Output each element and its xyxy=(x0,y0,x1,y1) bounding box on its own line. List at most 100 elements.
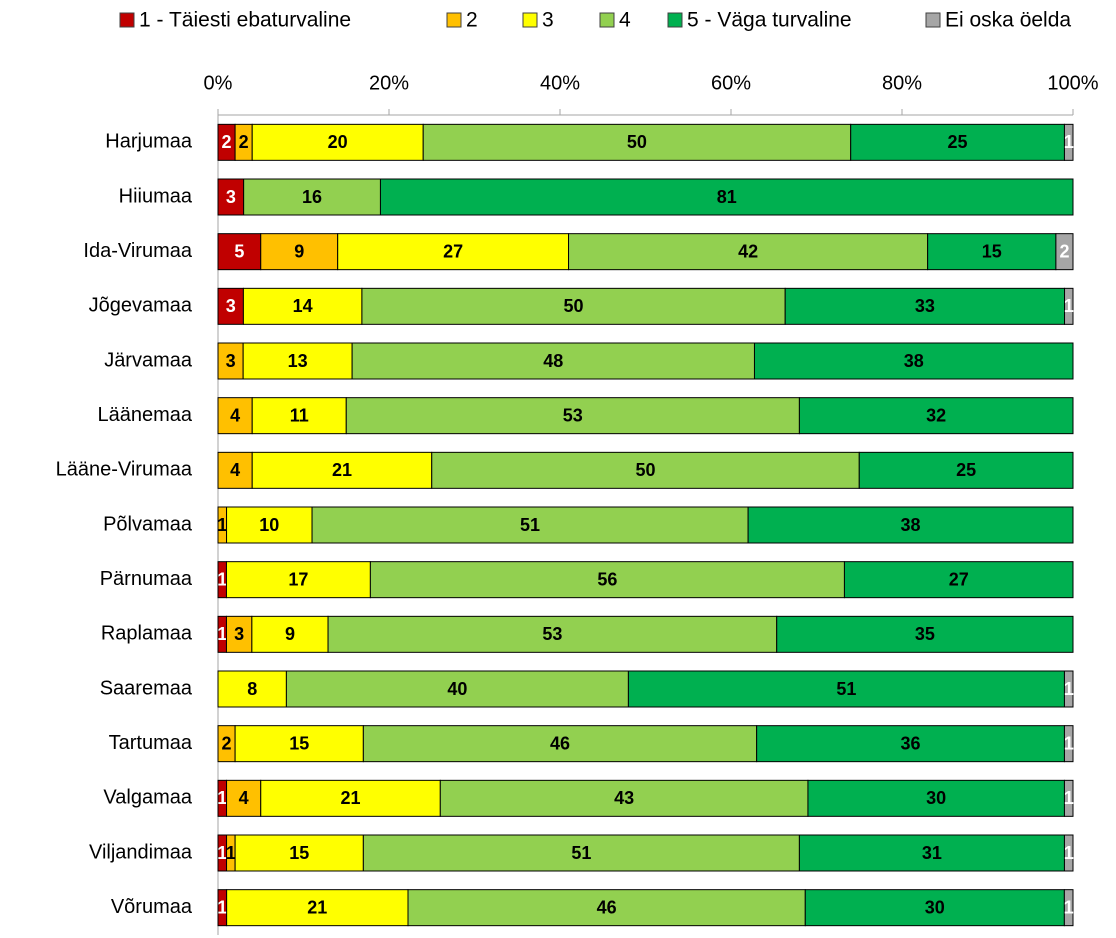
bar-segment xyxy=(234,725,364,763)
bar-segment xyxy=(784,287,1066,325)
data-label: 2 xyxy=(239,132,249,152)
data-label: 8 xyxy=(247,679,257,699)
data-label: 33 xyxy=(915,296,935,316)
bar-segment xyxy=(217,287,244,325)
data-label: 51 xyxy=(520,515,540,535)
data-label: 1 xyxy=(217,788,227,808)
y-tick-label: Raplamaa xyxy=(101,623,193,645)
data-label: 27 xyxy=(949,569,969,589)
data-label: 4 xyxy=(230,405,240,425)
bar-segment xyxy=(327,615,778,653)
bar-segment xyxy=(345,397,800,435)
legend-swatch xyxy=(119,12,135,28)
data-label: 4 xyxy=(239,788,249,808)
data-label: 36 xyxy=(901,733,921,753)
x-tick-label: 20% xyxy=(369,72,409,94)
bar-segment xyxy=(858,451,1074,489)
legend-swatch xyxy=(522,12,538,28)
data-label: 3 xyxy=(226,351,236,371)
bar-segment xyxy=(747,506,1074,544)
y-tick-label: Saaremaa xyxy=(100,677,193,699)
data-label: 27 xyxy=(443,241,463,261)
bar-segment xyxy=(798,397,1074,435)
data-label: 1 xyxy=(1064,897,1074,917)
data-label: 21 xyxy=(341,788,361,808)
y-tick-label: Läänemaa xyxy=(97,404,192,426)
y-tick-label: Viljandimaa xyxy=(89,841,193,863)
y-tick-label: Võrumaa xyxy=(111,896,193,918)
data-label: 50 xyxy=(635,460,655,480)
bar-segment xyxy=(1063,834,1074,872)
data-label: 16 xyxy=(302,187,322,207)
bar-segment xyxy=(226,889,409,927)
data-label: 31 xyxy=(922,843,942,863)
bar-segment xyxy=(337,233,570,271)
data-label: 3 xyxy=(226,187,236,207)
bar-segment xyxy=(1063,779,1074,817)
bar-segment xyxy=(226,779,262,817)
data-label: 21 xyxy=(307,897,327,917)
x-tick-label: 40% xyxy=(540,72,580,94)
data-label: 15 xyxy=(289,733,309,753)
data-label: 15 xyxy=(982,241,1002,261)
bar-segment xyxy=(776,615,1074,653)
data-label: 1 xyxy=(1064,296,1074,316)
data-label: 1 xyxy=(217,624,227,644)
data-label: 38 xyxy=(901,515,921,535)
bar-segment xyxy=(251,615,329,653)
data-label: 30 xyxy=(926,788,946,808)
data-label: 42 xyxy=(738,241,758,261)
bar-segment xyxy=(431,451,860,489)
data-label: 5 xyxy=(234,241,244,261)
bar-segment xyxy=(1063,670,1074,708)
data-label: 51 xyxy=(571,843,591,863)
bar-segment xyxy=(217,670,287,708)
data-label: 30 xyxy=(925,897,945,917)
bar-segment xyxy=(1064,287,1074,325)
legend-swatch xyxy=(925,12,941,28)
data-label: 1 xyxy=(1064,733,1074,753)
data-label: 35 xyxy=(915,624,935,644)
bar-segment xyxy=(225,615,253,653)
bar-segment xyxy=(439,779,809,817)
bar-segment xyxy=(1063,725,1074,763)
data-label: 50 xyxy=(627,132,647,152)
bar-segment xyxy=(1055,233,1074,271)
bar-segment xyxy=(251,451,433,489)
legend-label: 5 - Väga turvaline xyxy=(687,9,852,32)
data-label: 50 xyxy=(564,296,584,316)
data-label: 1 xyxy=(1064,843,1074,863)
legend-label: 3 xyxy=(542,9,554,32)
data-label: 4 xyxy=(230,460,240,480)
bar-segment xyxy=(217,233,262,271)
data-label: 51 xyxy=(836,679,856,699)
y-tick-label: Harjumaa xyxy=(105,131,193,153)
x-tick-label: 60% xyxy=(711,72,751,94)
data-label: 38 xyxy=(904,351,924,371)
data-label: 3 xyxy=(226,296,236,316)
data-label: 1 xyxy=(217,897,227,917)
data-label: 21 xyxy=(332,460,352,480)
bar-segment xyxy=(843,561,1074,599)
bar-segment xyxy=(379,178,1074,216)
legend-swatch xyxy=(599,12,615,28)
bar-segment xyxy=(804,889,1065,927)
bar-segment xyxy=(242,342,353,380)
legend-label: 1 - Täiesti ebaturvaline xyxy=(139,9,351,32)
bar-segment xyxy=(407,889,806,927)
data-label: 1 xyxy=(1064,132,1074,152)
bar-segment xyxy=(362,834,800,872)
y-tick-label: Valgamaa xyxy=(103,787,192,809)
data-label: 9 xyxy=(285,624,295,644)
x-tick-label: 80% xyxy=(882,72,922,94)
data-label: 13 xyxy=(288,351,308,371)
bar-segment xyxy=(798,834,1065,872)
data-label: 1 xyxy=(1064,788,1074,808)
bar-segment xyxy=(850,123,1065,161)
y-tick-label: Lääne-Virumaa xyxy=(56,459,193,481)
y-tick-label: Hiiumaa xyxy=(119,185,193,207)
bar-segment xyxy=(753,342,1074,380)
y-tick-label: Jõgevamaa xyxy=(89,295,193,317)
legend-label: Ei oska öelda xyxy=(945,9,1071,32)
